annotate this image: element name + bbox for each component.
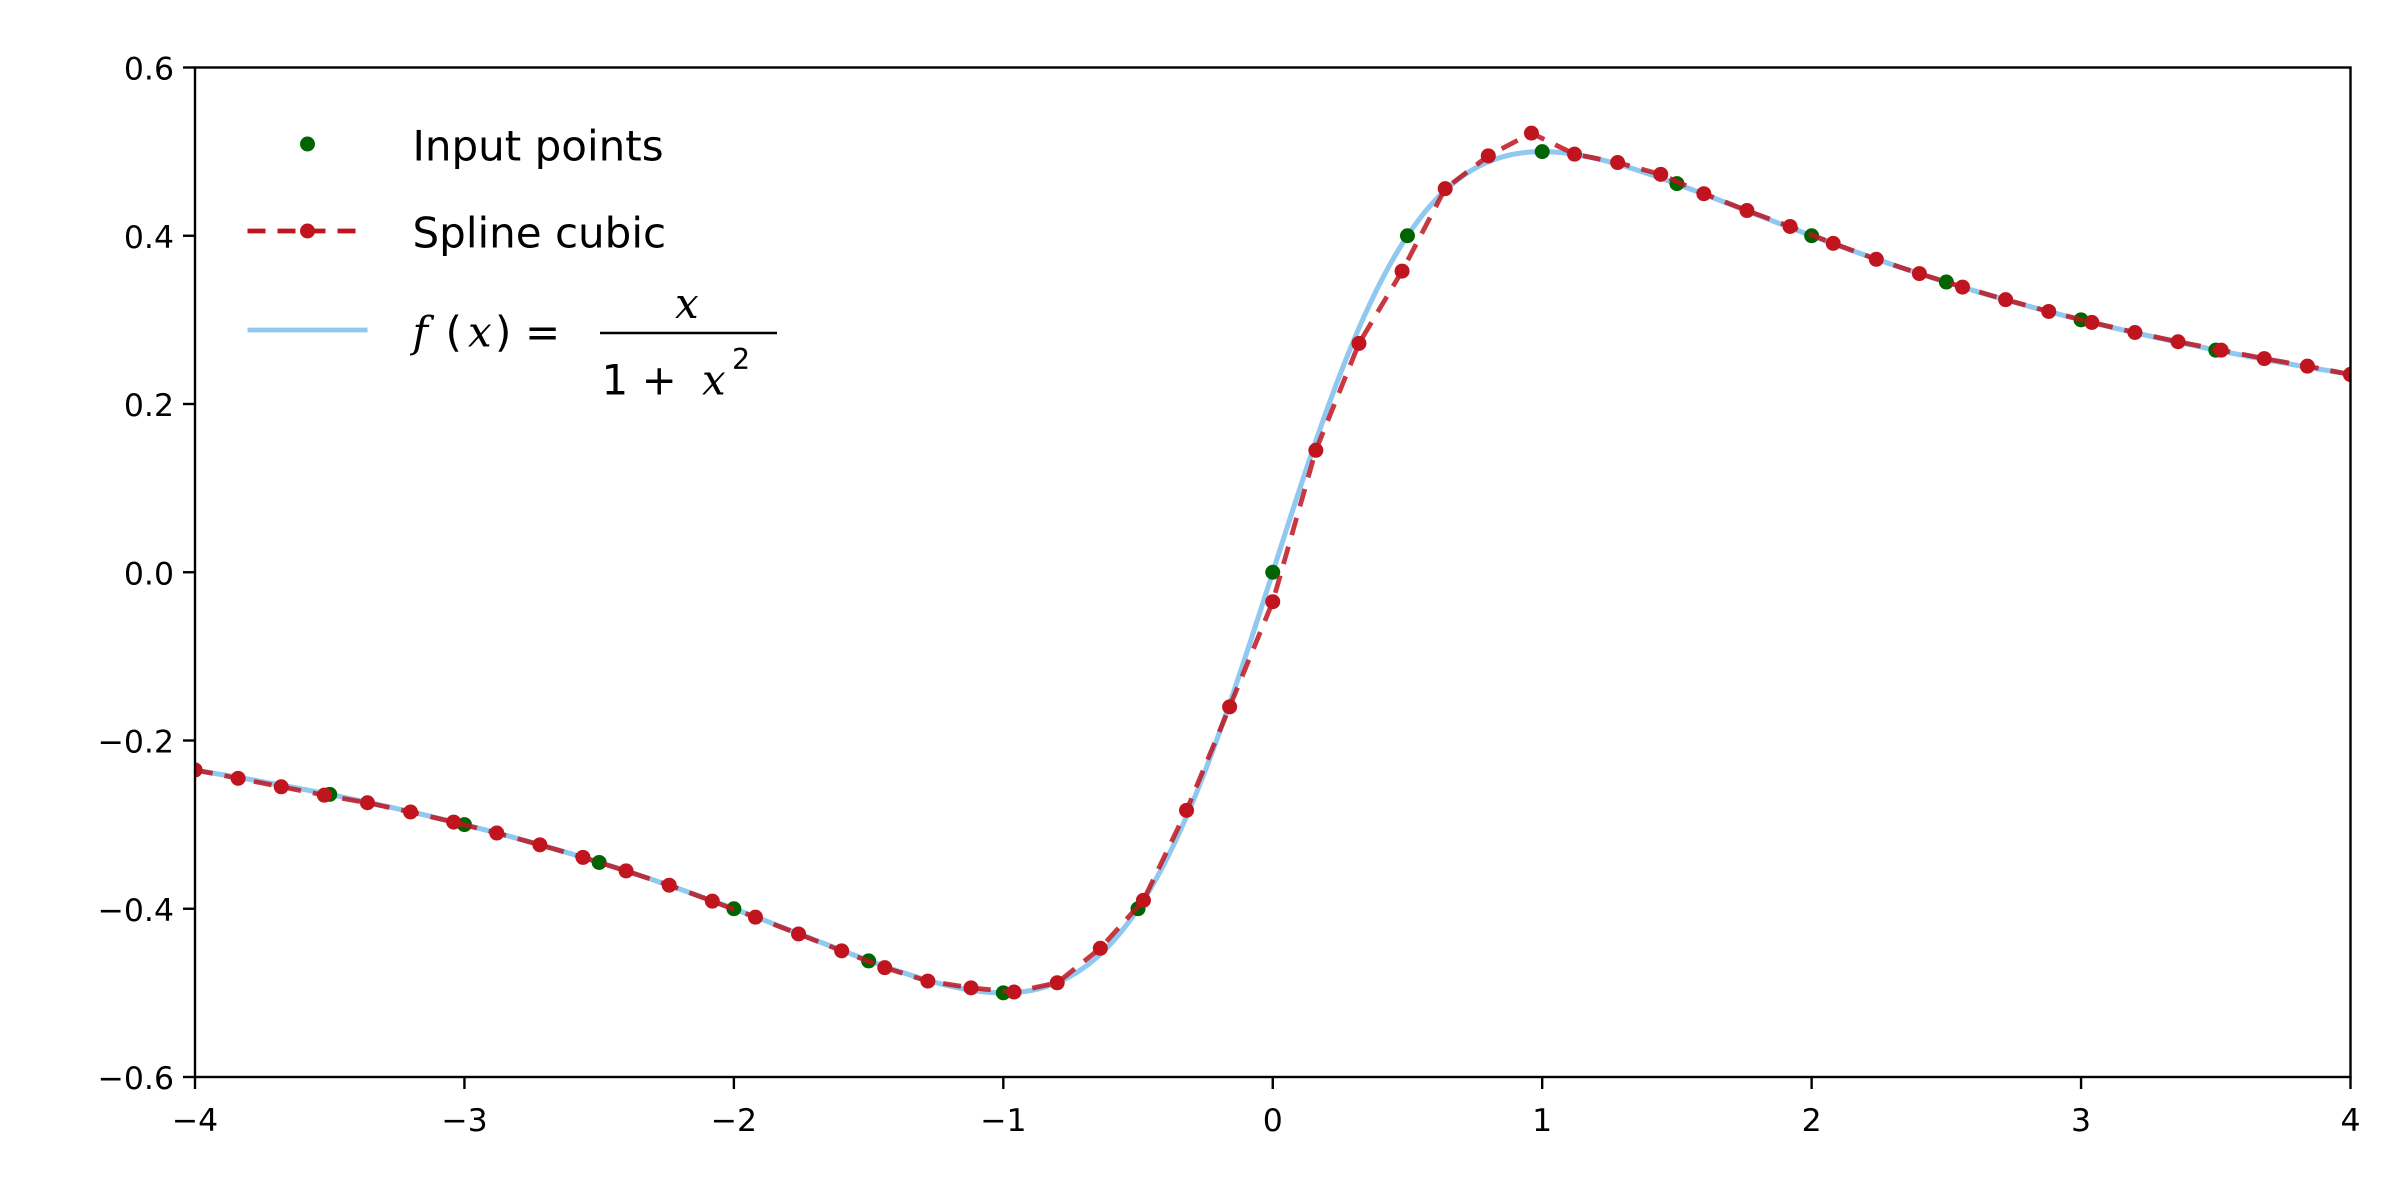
y-tick-label: 0.4 bbox=[124, 220, 174, 256]
spline-point bbox=[359, 795, 375, 811]
formula-denominator-const: 1 + bbox=[602, 356, 677, 405]
spline-point bbox=[1308, 442, 1324, 458]
spline-point bbox=[1480, 148, 1496, 164]
x-tick-label: −4 bbox=[172, 1103, 218, 1139]
spline-point bbox=[446, 814, 462, 830]
input-point bbox=[1938, 274, 1954, 290]
formula-paren-open: ( bbox=[446, 308, 462, 357]
spline-point bbox=[1135, 892, 1151, 908]
plot-area bbox=[195, 125, 2351, 1001]
spline-point bbox=[1265, 594, 1281, 610]
legend-input-points-marker bbox=[300, 136, 315, 152]
x-tick-label: 2 bbox=[1802, 1103, 1822, 1139]
legend-input-points-label: Input points bbox=[413, 122, 664, 171]
spline-point bbox=[2127, 324, 2143, 340]
spline-point bbox=[2343, 367, 2351, 383]
y-tick-label: −0.4 bbox=[98, 893, 175, 929]
spline-point bbox=[1653, 166, 1669, 182]
spline-point bbox=[230, 770, 246, 786]
spline-point bbox=[2041, 303, 2057, 319]
x-tick-label: 3 bbox=[2071, 1103, 2091, 1139]
spline-point bbox=[1955, 279, 1971, 295]
spline-point bbox=[2213, 342, 2229, 358]
y-tick-label: −0.2 bbox=[98, 725, 175, 761]
input-point bbox=[1399, 228, 1415, 244]
spline-point bbox=[1911, 266, 1927, 282]
spline-point bbox=[1825, 235, 1841, 251]
spline-point bbox=[920, 973, 936, 989]
plot-layer bbox=[195, 125, 2351, 1001]
legend-spline-label: Spline cubic bbox=[413, 209, 667, 258]
x-tick-label: 1 bbox=[1532, 1103, 1552, 1139]
spline-point bbox=[1782, 218, 1798, 234]
formula-equals: = bbox=[525, 308, 560, 357]
x-tick-label: −3 bbox=[441, 1103, 487, 1139]
spline-point bbox=[1523, 125, 1539, 141]
x-tick-label: 0 bbox=[1263, 1103, 1283, 1139]
spline-point bbox=[2084, 314, 2100, 330]
formula-x: x bbox=[468, 308, 492, 357]
formula-numerator: x bbox=[675, 279, 699, 328]
spline-point bbox=[195, 762, 203, 778]
spline-point bbox=[618, 863, 634, 879]
spline-point bbox=[877, 960, 893, 976]
spline-point bbox=[1998, 292, 2014, 308]
spline-point bbox=[1739, 203, 1755, 219]
spline-point bbox=[2299, 358, 2315, 374]
spline-point bbox=[1437, 181, 1453, 197]
spline-point bbox=[2256, 351, 2272, 367]
spline-point bbox=[747, 909, 763, 925]
spline-point bbox=[1696, 186, 1712, 202]
spline-point bbox=[1006, 984, 1022, 1000]
spline-point bbox=[403, 804, 419, 820]
spline-point bbox=[1610, 155, 1626, 171]
x-tick-label: −2 bbox=[711, 1103, 757, 1139]
axis-layer: −4 −3 −2 −1 0 1 2 3 4 −0.6 −0.4 −0.2 0.0 0.2 0.4 0.6 bbox=[98, 52, 2361, 1139]
spline-point bbox=[1351, 335, 1367, 351]
spline-point bbox=[834, 943, 850, 959]
spline-point bbox=[1868, 251, 1884, 267]
y-tick-label: 0.0 bbox=[124, 556, 174, 592]
spline-point bbox=[489, 825, 505, 841]
spline-line bbox=[195, 130, 2351, 995]
x-tick-label: 4 bbox=[2340, 1103, 2360, 1139]
y-tick-label: 0.6 bbox=[124, 52, 174, 88]
spline-point bbox=[1222, 699, 1238, 715]
spline-point bbox=[963, 980, 979, 996]
spline-point bbox=[1567, 146, 1583, 162]
spline-point bbox=[791, 926, 807, 942]
input-point bbox=[1534, 144, 1550, 160]
input-point bbox=[591, 854, 607, 870]
input-point bbox=[1265, 564, 1281, 580]
spline-point bbox=[1179, 802, 1195, 818]
spline-point bbox=[1092, 940, 1108, 956]
spline-point bbox=[661, 877, 677, 893]
spline-point bbox=[575, 849, 591, 865]
formula-denominator-exponent: 2 bbox=[732, 343, 750, 376]
formula-paren-close: ) bbox=[495, 308, 511, 357]
spline-point bbox=[704, 893, 720, 909]
spline-point bbox=[1394, 263, 1410, 279]
spline-point bbox=[316, 787, 332, 803]
spline-point bbox=[273, 779, 289, 795]
spline-point bbox=[532, 837, 548, 853]
spline-point bbox=[1049, 975, 1065, 991]
formula-denominator-x: x bbox=[702, 356, 726, 405]
y-tick-label: 0.2 bbox=[124, 388, 174, 424]
x-tick-label: −1 bbox=[980, 1103, 1026, 1139]
y-tick-label: −0.6 bbox=[98, 1061, 175, 1097]
legend-spline-marker bbox=[300, 223, 315, 239]
spline-point bbox=[2170, 334, 2186, 350]
